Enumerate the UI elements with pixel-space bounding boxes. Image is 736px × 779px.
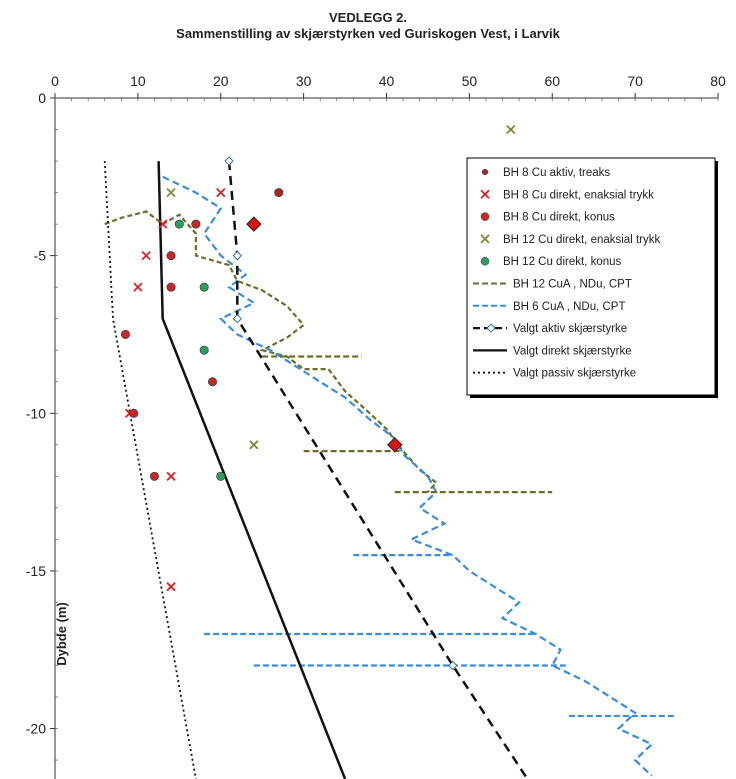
chart-marks xyxy=(103,124,677,779)
x-tick-label: 20 xyxy=(213,73,229,89)
valgt-direkt-line xyxy=(157,161,347,779)
x-tick-label: 80 xyxy=(710,73,726,89)
bh12-x-point xyxy=(166,187,176,198)
chart-axes: 0 10 20 30 40 50 60 70 80 0 -5 -10 -15 -20 Dybde (m) xyxy=(26,73,726,779)
x-tick-label: 0 xyxy=(51,73,59,89)
valgt-aktiv-marker xyxy=(448,660,458,671)
bh8-direkt-x-point xyxy=(141,251,151,261)
x-marker-stroke xyxy=(133,282,143,292)
x-marker-stroke xyxy=(141,251,151,261)
bh8-konus-point xyxy=(149,471,159,481)
x-tick-label: 60 xyxy=(544,73,560,89)
legend-label: BH 8 Cu direkt, konus xyxy=(503,212,615,224)
bh8-konus-point xyxy=(166,282,176,292)
x-tick-label: 10 xyxy=(130,73,146,89)
x-marker-stroke xyxy=(166,187,176,198)
legend-label: Valgt passiv skjærstyrke xyxy=(513,368,636,380)
bh8-aktiv-diamond xyxy=(387,437,403,453)
bh12-cpt-line xyxy=(104,210,438,493)
x-tick-label: 40 xyxy=(379,73,395,89)
chart-subtitle: Sammenstilling av skjærstyrken ved Guris… xyxy=(176,26,560,41)
valgt-passiv-line xyxy=(103,161,197,779)
legend-label: BH 8 Cu aktiv, treaks xyxy=(503,167,610,179)
x-marker-stroke xyxy=(166,471,176,481)
bh8-konus-point xyxy=(191,219,201,229)
legend-x-marker xyxy=(480,234,490,244)
valgt-aktiv-marker xyxy=(232,250,243,261)
bh12-konus-point xyxy=(199,282,209,292)
bh8-direkt-x-point xyxy=(216,187,226,198)
chart-title: VEDLEGG 2. xyxy=(328,10,408,25)
bh12-konus-point xyxy=(216,471,226,481)
bh12-x-point xyxy=(506,124,516,135)
bh12-konus-point xyxy=(199,345,209,355)
legend-label: Valgt direkt skjærstyrke xyxy=(513,345,632,357)
x-tick-label: 30 xyxy=(296,73,312,89)
bh12-konus-point xyxy=(174,219,184,229)
bh8-konus-point xyxy=(207,377,217,387)
bh12-x-point xyxy=(249,440,259,450)
y-tick-label: -20 xyxy=(26,721,46,737)
legend-x-marker xyxy=(480,189,490,199)
bh8-direkt-x-point xyxy=(166,471,176,481)
legend-label: BH 12 CuA , NDu, CPT xyxy=(513,279,632,291)
legend-label: BH 8 Cu direkt, enaksial trykk xyxy=(503,189,654,201)
x-tick-label: 70 xyxy=(627,73,643,89)
bh8-direkt-x-point xyxy=(158,219,168,229)
x-marker-stroke xyxy=(506,124,516,135)
legend-dot-marker xyxy=(481,168,489,176)
valgt-aktiv-marker xyxy=(224,156,234,166)
legend-box xyxy=(466,157,716,396)
valgt-aktiv-marker xyxy=(232,313,243,324)
x-marker-stroke xyxy=(166,582,176,592)
y-tick-label: -5 xyxy=(34,248,47,264)
x-marker-stroke xyxy=(216,187,226,198)
legend-dot-marker xyxy=(480,212,490,221)
legend-aktiv-marker xyxy=(486,323,496,333)
legend-dot-marker xyxy=(480,256,490,266)
x-marker-stroke xyxy=(249,440,259,450)
bh8-konus-point xyxy=(129,408,139,418)
bh8-konus-point xyxy=(120,329,130,339)
bh8-konus-point xyxy=(166,251,176,261)
x-marker-stroke xyxy=(158,219,168,229)
y-tick-label: -15 xyxy=(26,563,46,579)
y-axis-label: Dybde (m) xyxy=(54,602,69,666)
legend-label: BH 12 Cu direkt, konus xyxy=(503,256,622,268)
bh8-aktiv-point xyxy=(274,188,284,198)
y-tick-label: 0 xyxy=(38,90,46,106)
bh8-direkt-x-point xyxy=(166,582,176,592)
chart-legend: BH 8 Cu aktiv, treaks BH 8 Cu direkt, ena… xyxy=(466,157,718,398)
legend-label: BH 12 Cu direkt, enaksial trykk xyxy=(503,234,660,246)
bh8-direkt-x-point xyxy=(133,282,143,292)
legend-label: Valgt aktiv skjærstyrke xyxy=(513,323,627,335)
x-tick-label: 50 xyxy=(462,73,478,89)
legend-label: BH 6 CuA , NDu, CPT xyxy=(513,301,625,313)
y-tick-label: -10 xyxy=(26,405,46,421)
bh8-aktiv-diamond xyxy=(246,216,262,232)
